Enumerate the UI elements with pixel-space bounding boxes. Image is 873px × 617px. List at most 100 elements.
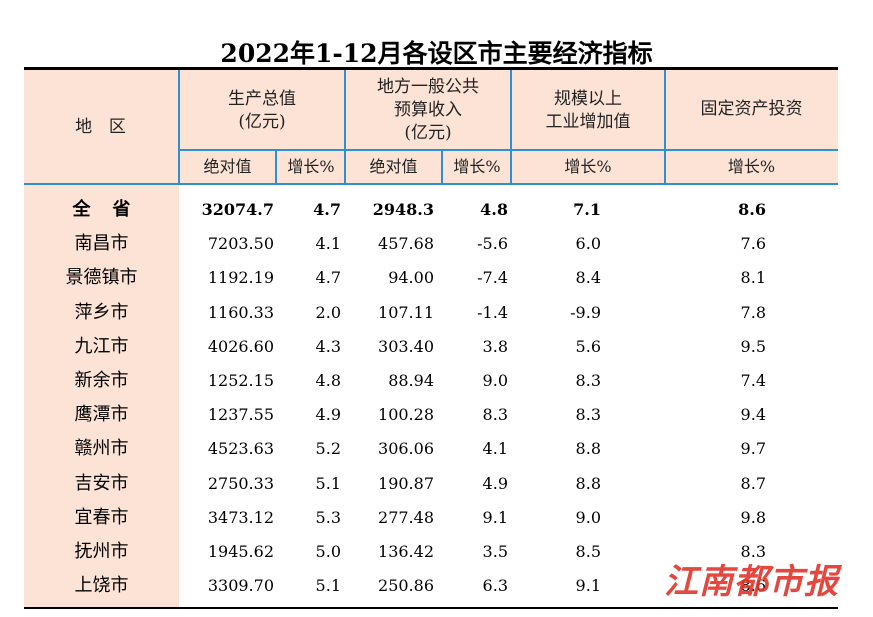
region-name: 吉安市	[74, 472, 129, 494]
cell-revenue: 277.48	[378, 507, 434, 527]
cell-gdp: 4523.63	[207, 439, 274, 459]
cell-gdp-growth: 5.2	[315, 439, 341, 459]
cell-revenue-growth: -1.4	[477, 302, 508, 322]
header-background	[179, 70, 838, 184]
header-subdivider	[275, 150, 277, 184]
cell-revenue-growth: -7.4	[477, 268, 508, 288]
region-name: 九江市	[74, 335, 129, 357]
cell-investment-growth: 7.6	[740, 234, 766, 254]
cell-revenue: 100.28	[378, 405, 434, 425]
sub-gdp-growth: 增长%	[287, 157, 335, 176]
cell-gdp: 3473.12	[207, 507, 274, 527]
header-investment: 固定资产投资	[700, 99, 803, 119]
cell-gdp-growth: 4.9	[315, 405, 341, 425]
cell-revenue: 88.94	[388, 371, 434, 390]
cell-gdp-growth: 4.3	[315, 336, 341, 356]
cell-investment-growth: 8.6	[740, 576, 766, 596]
table-row: 萍乡市 1160.33 2.0 107.11 -1.4 -9.9 7.8	[0, 296, 873, 330]
cell-industry-growth: 8.3	[575, 371, 601, 390]
header-divider	[178, 70, 180, 184]
region-name: 南昌市	[74, 233, 129, 255]
table-row: 抚州市 1945.62 5.0 136.42 3.5 8.5 8.3	[0, 535, 873, 569]
region-name: 萍乡市	[74, 301, 129, 323]
header-industry-line1: 规模以上	[554, 89, 622, 109]
cell-revenue: 190.87	[378, 473, 434, 493]
header-divider	[344, 70, 346, 184]
cell-revenue: 94.00	[388, 268, 434, 288]
cell-gdp: 7203.50	[207, 234, 274, 254]
cell-industry-growth: 8.8	[575, 439, 601, 459]
sub-investment-growth: 增长%	[727, 157, 776, 176]
header-revenue: 地方一般公共 预算收入 (亿元)	[345, 76, 511, 145]
cell-gdp: 1160.33	[207, 302, 274, 322]
cell-investment-growth: 8.3	[740, 542, 766, 561]
region-name: 宜春市	[74, 506, 129, 528]
header-industry-line2: 工业增加值	[545, 112, 631, 132]
cell-gdp-growth: 4.1	[315, 234, 341, 254]
cell-investment-growth: 7.4	[740, 371, 766, 390]
table-row: 全省 32074.7 4.7 2948.3 4.8 7.1 8.6	[0, 193, 873, 227]
cell-industry-growth: 8.3	[575, 405, 601, 425]
header-revenue-line1: 地方一般公共	[377, 77, 479, 97]
cell-revenue-growth: 3.5	[482, 542, 508, 561]
cell-gdp-growth: 4.7	[313, 200, 341, 219]
table-row: 新余市 1252.15 4.8 88.94 9.0 8.3 7.4	[0, 364, 873, 398]
cell-industry-growth: 9.0	[575, 507, 601, 527]
cell-investment-growth: 8.1	[740, 268, 766, 288]
cell-investment-growth: 8.7	[740, 473, 766, 493]
cell-revenue-growth: 3.8	[482, 336, 508, 356]
sub-gdp-abs: 绝对值	[203, 157, 252, 176]
cell-investment-growth: 9.8	[740, 507, 766, 527]
header-middle-rule	[179, 149, 838, 151]
cell-industry-growth: 9.1	[575, 576, 601, 596]
table-row: 南昌市 7203.50 4.1 457.68 -5.6 6.0 7.6	[0, 227, 873, 261]
cell-gdp-growth: 2.0	[315, 302, 341, 322]
cell-gdp-growth: 4.8	[315, 371, 341, 390]
cell-industry-growth: -9.9	[570, 302, 601, 322]
region-name: 抚州市	[74, 541, 129, 562]
header-industry: 规模以上 工业增加值	[511, 88, 665, 134]
cell-gdp: 32074.7	[201, 200, 274, 219]
sub-rev-growth: 增长%	[453, 157, 501, 176]
cell-gdp-growth: 5.1	[315, 576, 341, 596]
cell-industry-growth: 7.1	[573, 200, 601, 219]
cell-revenue: 107.11	[378, 302, 434, 322]
table-row: 宜春市 3473.12 5.3 277.48 9.1 9.0 9.8	[0, 501, 873, 535]
table-row: 上饶市 3309.70 5.1 250.86 6.3 9.1 8.6	[0, 569, 873, 603]
table-row: 景德镇市 1192.19 4.7 94.00 -7.4 8.4 8.1	[0, 261, 873, 295]
header-region: 地 区	[75, 117, 128, 137]
top-rule	[24, 67, 838, 70]
header-gdp-line2: (亿元)	[238, 112, 286, 132]
cell-industry-growth: 8.5	[575, 542, 601, 561]
sub-industry-growth: 增长%	[564, 157, 612, 176]
header-divider	[664, 70, 666, 184]
bottom-rule	[24, 607, 838, 609]
table-row: 九江市 4026.60 4.3 303.40 3.8 5.6 9.5	[0, 330, 873, 364]
table-title: 2022年1-12月各设区市主要经济指标	[220, 39, 653, 68]
region-name: 赣州市	[74, 438, 129, 460]
cell-revenue-growth: 6.3	[482, 576, 508, 596]
cell-gdp: 1252.15	[207, 371, 274, 390]
cell-revenue: 303.40	[378, 336, 434, 356]
cell-revenue: 2948.3	[372, 200, 434, 219]
table-row: 吉安市 2750.33 5.1 190.87 4.9 8.8 8.7	[0, 467, 873, 501]
cell-industry-growth: 8.8	[575, 473, 601, 493]
cell-revenue: 136.42	[378, 542, 434, 561]
cell-gdp-growth: 4.7	[315, 268, 341, 288]
cell-investment-growth: 7.8	[740, 302, 766, 322]
cell-industry-growth: 8.4	[575, 268, 601, 288]
cell-gdp: 4026.60	[207, 336, 274, 356]
region-name: 全省	[72, 199, 153, 220]
region-column-background	[24, 70, 179, 607]
cell-revenue-growth: 4.1	[482, 439, 508, 459]
cell-gdp-growth: 5.0	[315, 542, 341, 561]
region-name: 新余市	[74, 370, 129, 391]
cell-revenue-growth: 4.8	[480, 200, 508, 219]
cell-revenue: 306.06	[378, 439, 434, 459]
watermark-logo: 江南都市报	[664, 562, 839, 602]
cell-investment-growth: 9.5	[740, 336, 766, 356]
table-row: 鹰潭市 1237.55 4.9 100.28 8.3 8.3 9.4	[0, 398, 873, 432]
header-revenue-line3: (亿元)	[404, 123, 452, 143]
sub-rev-abs: 绝对值	[369, 157, 418, 176]
cell-gdp: 1237.55	[207, 405, 274, 425]
